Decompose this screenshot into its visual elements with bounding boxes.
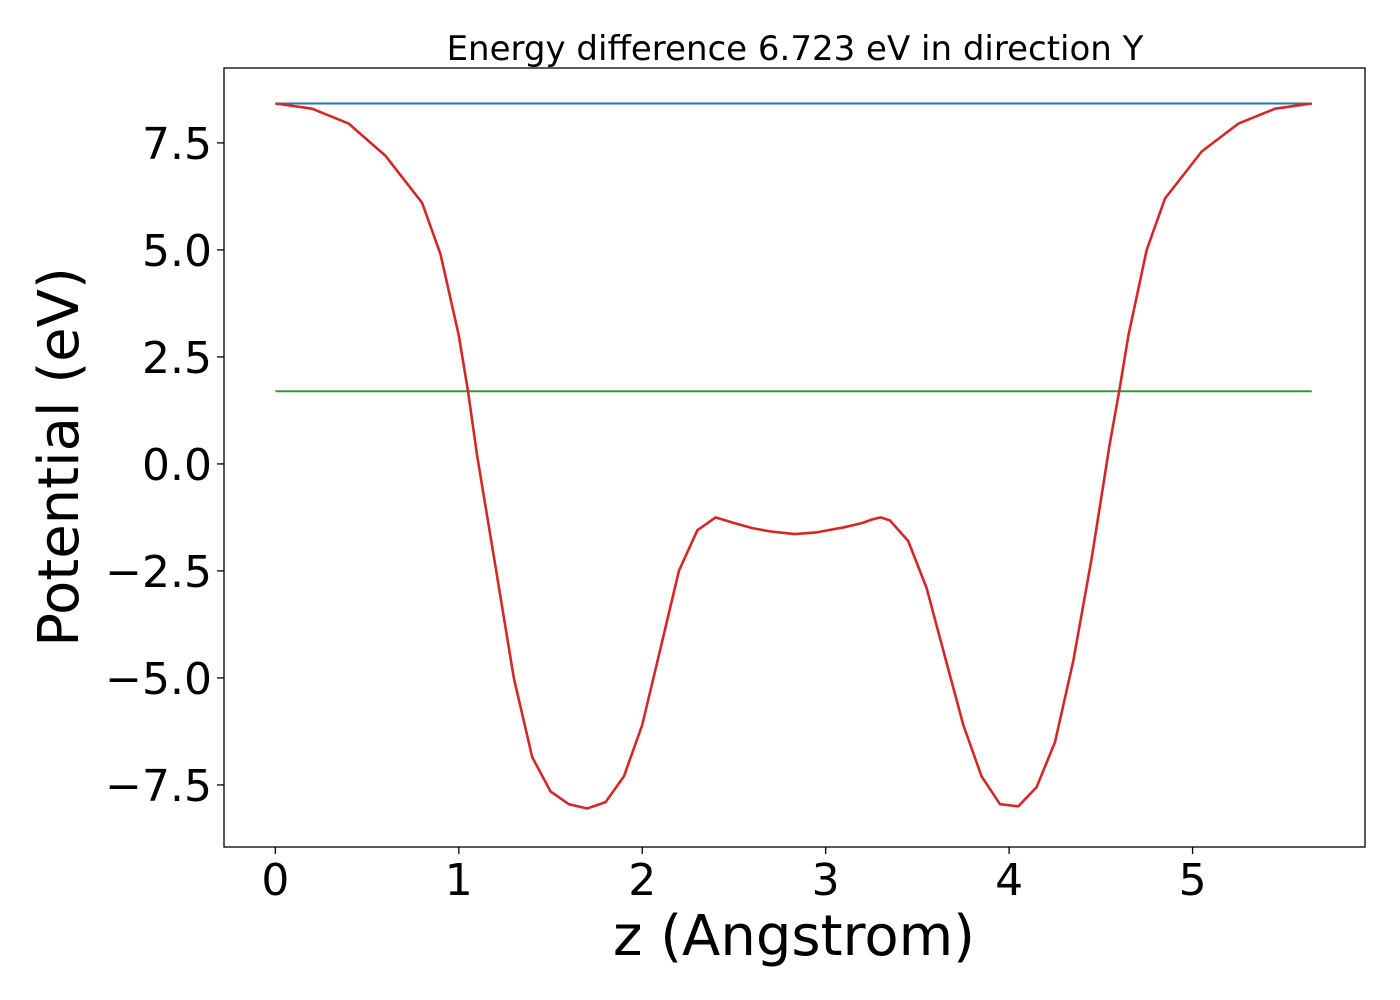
y-tick-label: 7.5 <box>142 119 212 170</box>
x-tick-label: 4 <box>995 855 1023 906</box>
x-tick-label: 2 <box>628 855 656 906</box>
y-tick-label: −5.0 <box>105 654 212 705</box>
y-tick-label: 0.0 <box>142 440 212 491</box>
series-line-2 <box>275 102 1312 810</box>
y-axis-label: Potential (eV) <box>27 267 92 647</box>
y-tick-label: 5.0 <box>142 226 212 277</box>
x-tick-label: 1 <box>445 855 473 906</box>
x-tick-label: 5 <box>1179 855 1207 906</box>
plot-frame <box>223 67 1366 848</box>
y-tick-label: 2.5 <box>142 333 212 384</box>
y-axis: −7.5 −5.0 −2.5 0.0 2.5 5.0 7.5 <box>105 119 224 812</box>
x-tick-label: 3 <box>812 855 840 906</box>
chart-title: Energy difference 6.723 eV in direction … <box>447 29 1144 69</box>
x-tick-label: 0 <box>261 855 289 906</box>
x-axis: 0 1 2 3 4 5 <box>261 847 1207 906</box>
y-tick-label: −2.5 <box>105 547 212 598</box>
x-axis-label: z (Angstrom) <box>613 904 975 969</box>
y-tick-label: −7.5 <box>105 761 212 812</box>
series-layer <box>275 102 1312 810</box>
